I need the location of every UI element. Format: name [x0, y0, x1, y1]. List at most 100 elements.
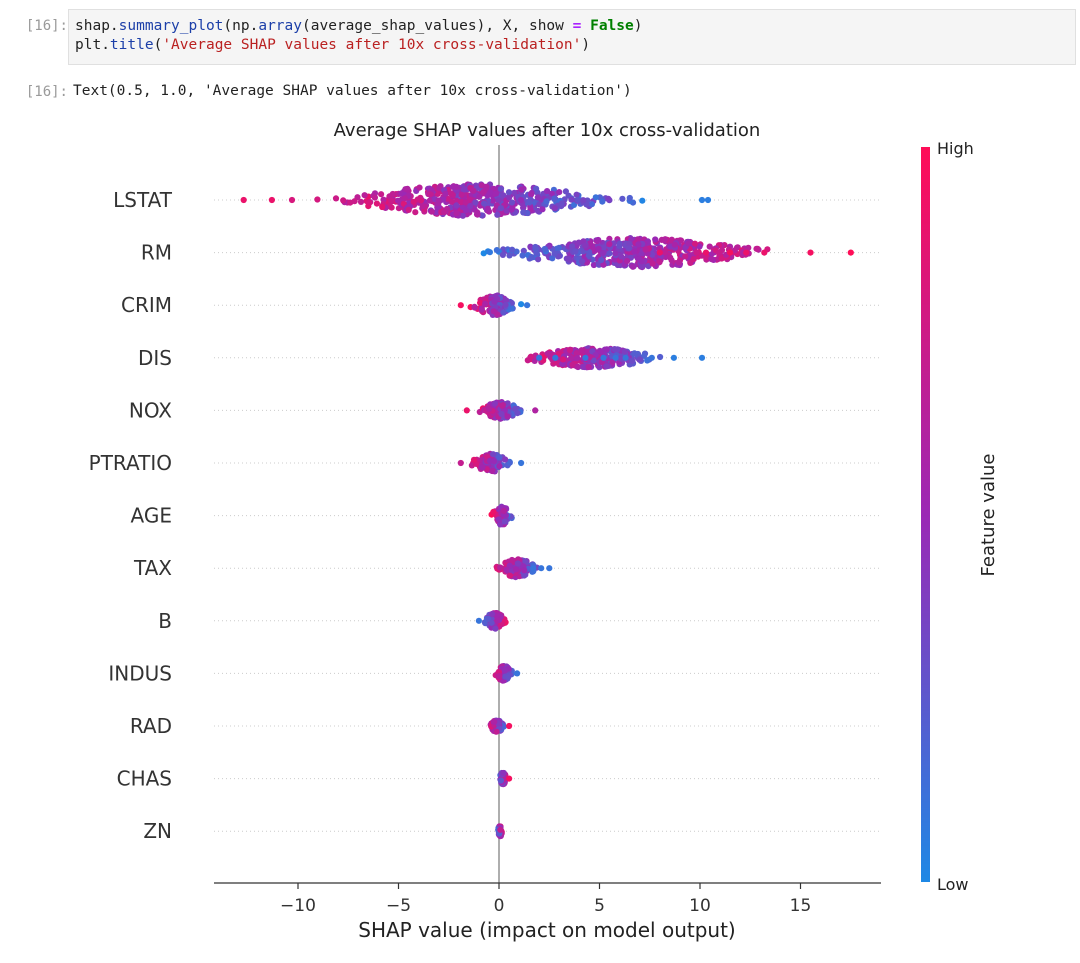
shap-point: [585, 363, 592, 371]
shap-point: [551, 250, 558, 257]
shap-point: [514, 560, 522, 567]
shap-point: [706, 243, 713, 250]
shap-point: [380, 196, 387, 203]
shap-point: [502, 667, 509, 674]
shap-point: [435, 197, 442, 204]
shap-point: [490, 451, 497, 458]
shap-point: [609, 359, 616, 366]
shap-point: [506, 572, 514, 579]
shap-point: [366, 199, 373, 206]
shap-point: [696, 243, 703, 250]
shap-point: [511, 405, 519, 412]
shap-point: [807, 249, 814, 256]
x-axis-label: SHAP value (impact on model output): [358, 918, 735, 942]
shap-point: [493, 247, 500, 254]
shap-point: [583, 201, 590, 208]
code-line-2: plt.title('Average SHAP values after 10x…: [75, 37, 590, 53]
shap-point: [519, 252, 526, 259]
feature-label: LSTAT: [113, 188, 173, 212]
shap-point: [357, 198, 365, 205]
output-prompt: [16]:: [25, 84, 68, 100]
shap-point: [472, 199, 479, 206]
feature-labels: LSTAT RM CRIM DIS NOX PTRATIO AGE TAX B INDUS RAD C…: [89, 188, 173, 843]
shap-point: [616, 240, 623, 247]
shap-point: [500, 309, 507, 316]
code-line-1: shap.summary_plot(np.array(average_shap_…: [75, 18, 642, 34]
code-token: title: [109, 37, 154, 53]
shap-point: [500, 192, 507, 199]
shap-point: [504, 400, 511, 407]
shap-point: [657, 353, 664, 361]
row-guide-lines: [214, 199, 881, 832]
shap-point: [595, 245, 602, 252]
code-cell-input[interactable]: shap.summary_plot(np.array(average_shap_…: [68, 9, 1076, 65]
shap-point: [595, 236, 602, 244]
code-token: summary_plot: [118, 18, 224, 34]
shap-point: [612, 354, 619, 361]
x-tick-label: 15: [790, 896, 812, 916]
shap-point: [600, 244, 607, 251]
shap-point: [531, 357, 538, 364]
shap-point: [541, 245, 548, 253]
shap-point: [532, 407, 539, 414]
shap-point: [518, 186, 525, 193]
shap-point: [371, 194, 378, 201]
shap-point: [475, 617, 482, 624]
shap-point: [497, 826, 504, 833]
shap-point: [471, 304, 478, 311]
shap-point: [486, 405, 493, 412]
shap-point: [462, 199, 469, 206]
shap-point: [459, 212, 466, 219]
shap-point: [492, 625, 499, 632]
shap-point: [457, 302, 464, 309]
shap-point: [433, 209, 440, 216]
shap-point: [412, 209, 419, 216]
shap-point: [478, 182, 485, 189]
shap-point: [570, 201, 578, 208]
shap-point: [508, 246, 516, 253]
shap-point: [410, 198, 417, 205]
feature-label: RAD: [130, 714, 172, 738]
shap-point: [506, 459, 513, 466]
shap-point: [652, 236, 659, 243]
shap-point: [495, 516, 502, 523]
shap-point: [671, 241, 678, 248]
shap-point: [600, 261, 607, 268]
shap-point: [661, 249, 668, 256]
shap-point: [453, 202, 460, 209]
feature-label: PTRATIO: [89, 451, 172, 475]
shap-point: [388, 197, 395, 205]
shap-point: [543, 198, 550, 205]
shap-point: [600, 354, 607, 361]
shap-point: [496, 463, 503, 470]
shap-point: [532, 243, 539, 251]
shap-point: [500, 507, 507, 514]
shap-point: [401, 195, 408, 202]
shap-point: [603, 346, 610, 353]
shap-point: [524, 302, 531, 309]
shap-point: [656, 249, 663, 256]
shap-point: [641, 352, 648, 359]
shap-point: [518, 459, 525, 467]
shap-point: [448, 190, 455, 197]
shap-point: [685, 240, 692, 247]
x-tick-label: −10: [280, 896, 316, 916]
shap-point: [574, 355, 581, 362]
shap-point: [508, 206, 515, 213]
shap-point: [573, 350, 580, 357]
code-token: (average_shap_values), X, show: [302, 18, 573, 34]
shap-point: [506, 194, 513, 201]
code-token: ): [581, 37, 591, 53]
shap-point: [691, 240, 699, 247]
shap-point: [551, 205, 558, 212]
shap-point: [498, 410, 505, 418]
shap-point: [635, 241, 642, 248]
x-tick-label: 0: [494, 896, 505, 916]
shap-point: [490, 308, 497, 315]
shap-point: [572, 248, 579, 255]
shap-point: [552, 354, 559, 361]
shap-point: [482, 300, 489, 307]
shap-point: [463, 407, 470, 414]
shap-point: [520, 209, 527, 216]
